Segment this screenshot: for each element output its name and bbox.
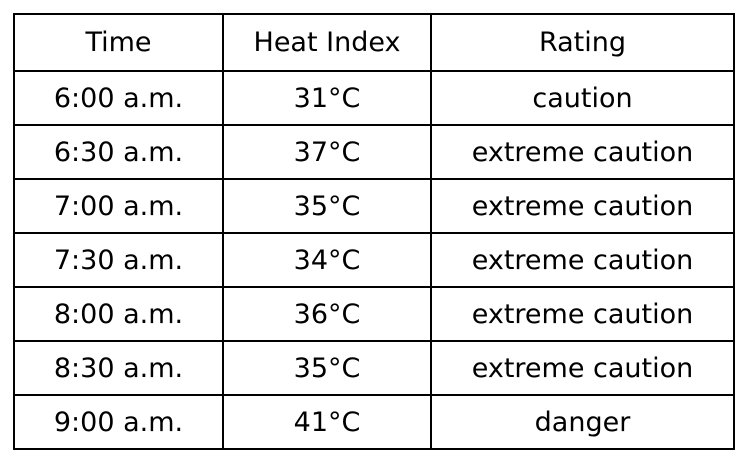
table-row: 6:30 a.m. 37°C extreme caution [13, 124, 735, 180]
table-cell: 31°C [222, 70, 432, 126]
table-cell: 34°C [222, 232, 432, 288]
table-cell: caution [430, 70, 735, 126]
table-cell: 37°C [222, 124, 432, 180]
table-cell: 36°C [222, 286, 432, 342]
table-cell: 7:30 a.m. [13, 232, 224, 288]
table-row: 9:00 a.m. 41°C danger [13, 394, 735, 450]
header-cell: Time [13, 13, 224, 72]
table-cell: 6:30 a.m. [13, 124, 224, 180]
table-cell: extreme caution [430, 340, 735, 396]
table-cell: 7:00 a.m. [13, 178, 224, 234]
table-cell: 6:00 a.m. [13, 70, 224, 126]
table-row: 6:00 a.m. 31°C caution [13, 70, 735, 126]
table-cell: 8:30 a.m. [13, 340, 224, 396]
table-row: 7:00 a.m. 35°C extreme caution [13, 178, 735, 234]
header-cell: Rating [430, 13, 735, 72]
table-cell: 41°C [222, 394, 432, 450]
table-cell: extreme caution [430, 286, 735, 342]
heat-index-table: Time Heat Index Rating 6:00 a.m. 31°C cautio… [13, 13, 735, 450]
table-cell: 9:00 a.m. [13, 394, 224, 450]
table-cell: 8:00 a.m. [13, 286, 224, 342]
header-row: Time Heat Index Rating [13, 13, 735, 72]
table-cell: extreme caution [430, 232, 735, 288]
table-row: 8:30 a.m. 35°C extreme caution [13, 340, 735, 396]
table-row: 7:30 a.m. 34°C extreme caution [13, 232, 735, 288]
table-cell: extreme caution [430, 124, 735, 180]
table-cell: extreme caution [430, 178, 735, 234]
table-cell: 35°C [222, 340, 432, 396]
table-cell: 35°C [222, 178, 432, 234]
header-cell: Heat Index [222, 13, 432, 72]
table-row: 8:00 a.m. 36°C extreme caution [13, 286, 735, 342]
table-body: 6:00 a.m. 31°C caution 6:30 a.m. 37°C extreme… [13, 70, 735, 450]
table-cell: danger [430, 394, 735, 450]
